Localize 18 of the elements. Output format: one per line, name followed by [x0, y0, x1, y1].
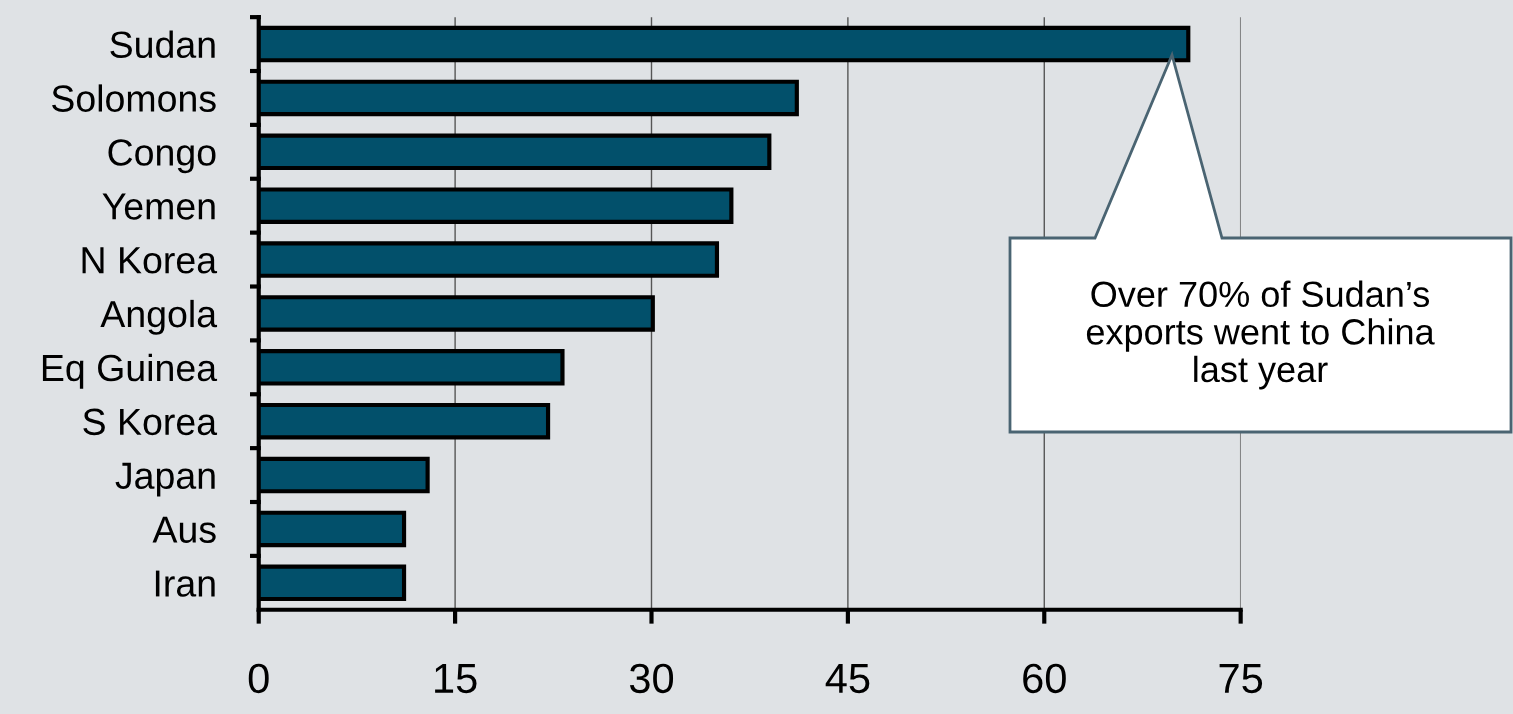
- x-tick-label: 45: [825, 664, 870, 694]
- y-tick-label: Iran: [155, 570, 215, 597]
- y-tick-label: Aus: [152, 516, 216, 543]
- y-tick-label: Angola: [100, 299, 218, 335]
- y-tick-label: Sudan: [110, 30, 215, 59]
- x-tick-label: 0: [248, 663, 269, 694]
- x-tick-label: 75: [1219, 664, 1263, 694]
- y-tick-label: S Korea: [83, 408, 218, 436]
- x-tick-label: 15: [435, 664, 477, 694]
- y-tick-label: Yemen: [102, 193, 215, 220]
- y-tick-label: N Korea: [82, 247, 218, 274]
- x-tick-label: 60: [1023, 663, 1066, 694]
- y-tick-label: Solomons: [52, 84, 216, 112]
- annotation: Over 70% of Sudan’s exports went to China last year: [1086, 280, 1435, 390]
- y-tick-label: Eq Guinea: [42, 353, 218, 389]
- y-tick-label: Congo: [108, 139, 216, 174]
- x-tick-label: 30: [629, 663, 674, 694]
- y-tick-label: Japan: [115, 462, 215, 497]
